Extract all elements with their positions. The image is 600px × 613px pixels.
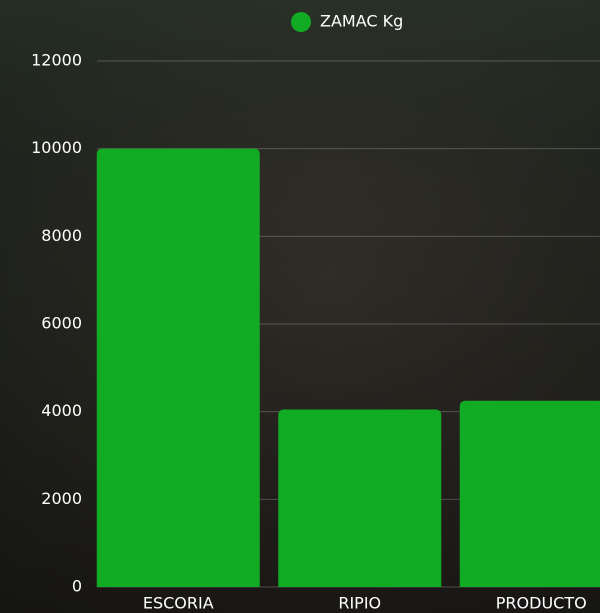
y-tick-label: 8000 xyxy=(41,226,82,245)
y-tick-label: 0 xyxy=(72,577,82,596)
bar xyxy=(278,409,442,587)
x-tick-label: ESCORIA xyxy=(143,594,214,613)
y-tick-label: 12000 xyxy=(31,51,82,70)
bar xyxy=(459,400,600,587)
y-tick-label: 2000 xyxy=(41,489,82,508)
bar xyxy=(96,148,260,587)
legend-marker xyxy=(291,12,311,32)
y-tick-label: 4000 xyxy=(41,401,82,420)
y-tick-label: 10000 xyxy=(31,138,82,157)
y-tick-label: 6000 xyxy=(41,314,82,333)
x-tick-label: RIPIO xyxy=(338,594,381,613)
x-tick-label: PRODUCTO xyxy=(496,594,587,613)
legend-label: ZAMAC Kg xyxy=(320,12,403,31)
